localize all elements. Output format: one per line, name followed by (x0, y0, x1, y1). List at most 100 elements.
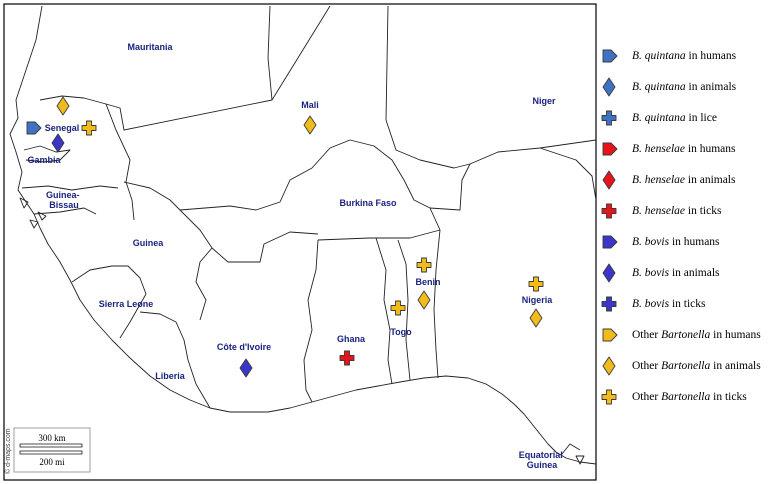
marker-togo-other-cross (390, 300, 406, 316)
legend-rest: in animals (685, 174, 736, 186)
legend-label: B. henselae in ticks (632, 205, 721, 217)
credit-text: © d-maps.com (4, 428, 12, 474)
legend-label: B. quintana in lice (632, 112, 717, 124)
label-guinea: Guinea (133, 238, 165, 248)
legend-diamond-icon (602, 170, 616, 190)
legend-species: B. quintana (632, 112, 686, 124)
map-frame (3, 3, 597, 481)
legend-item-quintana-diamond: B. quintana in animals (600, 77, 736, 97)
legend-species: B. bovis (632, 236, 670, 248)
marker-nigeria-other-cross (528, 276, 544, 292)
country-borders (9, 5, 597, 465)
marker-senegal-other-diamond (56, 96, 70, 116)
legend-item-other-pentagon: Other Bartonella in humans (600, 325, 761, 345)
legend-cross-icon (601, 203, 617, 219)
legend-pentagon-icon (602, 142, 618, 156)
legend-label: B. quintana in humans (632, 50, 736, 62)
legend-item-quintana-cross: B. quintana in lice (600, 108, 717, 128)
legend-diamond-icon (602, 263, 616, 283)
label-nigeria: Nigeria (522, 295, 554, 305)
legend-species: B. henselae (632, 143, 686, 155)
scale-bar-km-line (19, 443, 83, 448)
marker-benin-other-cross (416, 257, 432, 273)
label-guinea-bissau-line2: Bissau (49, 200, 79, 210)
legend-diamond-icon (602, 77, 616, 97)
legend-species: B. quintana (632, 50, 686, 62)
legend-rest: in animals (710, 360, 761, 372)
legend-rest: in ticks (710, 391, 747, 403)
legend-label: Other Bartonella in ticks (632, 391, 747, 403)
label-benin: Benin (415, 277, 440, 287)
scale-bar-mi-line (19, 450, 83, 455)
legend-label: B. henselae in animals (632, 174, 735, 186)
marker-senegal-quintana-pentagon (26, 121, 42, 135)
marker-mali-other-diamond (303, 115, 317, 135)
legend-prefix: Other (632, 329, 662, 341)
legend-label: Other Bartonella in humans (632, 329, 761, 341)
label-mauritania: Mauritania (127, 42, 173, 52)
legend-diamond-icon (602, 356, 616, 376)
legend-species: Bartonella (661, 329, 711, 341)
legend-item-henselae-pentagon: B. henselae in humans (600, 139, 736, 159)
label-cote-divoire: Côte d'Ivoire (217, 342, 271, 352)
scale-bar-km: 300 km (38, 433, 65, 443)
legend-species: B. bovis (632, 298, 670, 310)
legend-rest: in animals (669, 267, 720, 279)
legend-rest: in humans (685, 143, 736, 155)
scale-bar: 300 km 200 mi (13, 427, 91, 473)
marker-benin-other-diamond (417, 290, 431, 310)
legend-prefix: Other (632, 360, 662, 372)
label-togo: Togo (390, 327, 412, 337)
label-ghana: Ghana (337, 334, 366, 344)
label-niger: Niger (532, 96, 556, 106)
legend-label: B. henselae in humans (632, 143, 736, 155)
legend-label: Other Bartonella in animals (632, 360, 761, 372)
label-gambia: Gambia (27, 155, 61, 165)
legend-item-henselae-cross: B. henselae in ticks (600, 201, 721, 221)
legend-item-other-diamond: Other Bartonella in animals (600, 356, 761, 376)
legend-rest: in lice (685, 112, 717, 124)
legend-pentagon-icon (602, 328, 618, 342)
legend-species: B. henselae (632, 205, 686, 217)
legend-cross-icon (601, 296, 617, 312)
legend-rest: in humans (685, 50, 737, 62)
scale-bar-box (13, 427, 91, 473)
label-sierra-leone: Sierra Leone (99, 299, 154, 309)
label-mali: Mali (301, 100, 319, 110)
legend-species: B. quintana (632, 81, 686, 93)
legend-label: B. bovis in humans (632, 236, 720, 248)
legend-item-bovis-diamond: B. bovis in animals (600, 263, 720, 283)
legend-item-henselae-diamond: B. henselae in animals (600, 170, 735, 190)
country-labels: Mauritania Mali Niger Senegal Gambia Gui… (27, 42, 566, 470)
legend-species: B. henselae (632, 174, 686, 186)
legend-species: B. bovis (632, 267, 670, 279)
legend-item-quintana-pentagon: B. quintana in humans (600, 46, 736, 66)
legend-item-bovis-cross: B. bovis in ticks (600, 294, 705, 314)
label-equatorial-guinea-line2: Guinea (527, 460, 559, 470)
legend-rest: in ticks (685, 205, 722, 217)
legend-prefix: Other (632, 391, 662, 403)
map: Mauritania Mali Niger Senegal Gambia Gui… (3, 3, 597, 481)
label-equatorial-guinea: Equatorial Guinea (519, 450, 566, 470)
label-burkina-faso: Burkina Faso (339, 198, 397, 208)
label-senegal: Senegal (45, 123, 80, 133)
marker-cote-divoire-bovis-diamond (239, 358, 253, 378)
marker-senegal-bovis-diamond (51, 133, 65, 153)
legend-rest: in humans (710, 329, 761, 341)
legend-label: B. bovis in animals (632, 267, 720, 279)
label-guinea-bissau: Guinea- Bissau (46, 190, 82, 210)
legend-rest: in animals (685, 81, 737, 93)
marker-ghana-henselae-cross (339, 350, 355, 366)
marker-nigeria-other-diamond (529, 308, 543, 328)
credit: © d-maps.com (4, 428, 12, 474)
markers (26, 96, 544, 378)
legend-pentagon-icon (602, 49, 618, 63)
marker-senegal-other-cross (81, 120, 97, 136)
legend-cross-icon (601, 110, 617, 126)
legend-item-other-cross: Other Bartonella in ticks (600, 387, 747, 407)
label-equatorial-guinea-line1: Equatorial (519, 450, 563, 460)
legend-cross-icon (601, 389, 617, 405)
legend-species: Bartonella (661, 360, 711, 372)
legend-species: Bartonella (661, 391, 711, 403)
legend-rest: in ticks (669, 298, 706, 310)
